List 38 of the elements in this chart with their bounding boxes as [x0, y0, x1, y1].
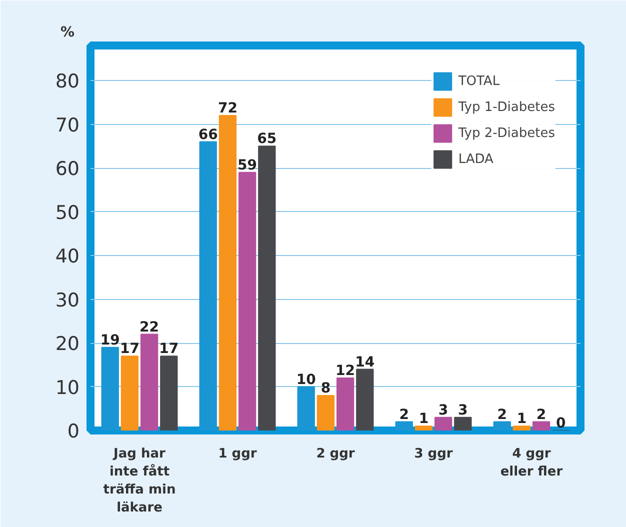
y-axis-title: % [60, 24, 75, 40]
data-label: 8 [320, 380, 331, 396]
y-tick-label: 40 [55, 246, 80, 268]
data-label: 2 [536, 406, 546, 423]
data-label: 2 [497, 406, 507, 423]
legend-label: Typ 1-Diabetes [458, 100, 555, 114]
data-label: 3 [438, 402, 448, 418]
y-tick-label: 80 [55, 70, 80, 92]
data-label: 12 [336, 363, 356, 379]
y-tick-label: 20 [55, 333, 80, 355]
y-tick-label: 0 [67, 420, 80, 442]
data-label: 1 [418, 411, 429, 428]
data-label: 72 [218, 100, 238, 116]
data-label: 3 [458, 402, 468, 418]
y-tick-label: 50 [55, 202, 80, 224]
data-label: 19 [100, 332, 120, 348]
x-tick-label: Jag har inte fått träffa min läkare [103, 446, 176, 516]
y-tick-label: 10 [55, 376, 80, 399]
legend-label: LADA [458, 152, 494, 166]
x-tick-label: 4 ggr eller fler [500, 446, 564, 480]
y-tick-label: 70 [55, 114, 80, 136]
legend-label: TOTAL [458, 74, 500, 88]
x-tick-label: 3 ggr [414, 446, 454, 462]
data-label: 65 [257, 131, 277, 148]
data-label: 14 [355, 354, 375, 370]
data-label: 17 [120, 341, 140, 358]
data-label: 59 [238, 157, 258, 174]
data-label: 22 [140, 319, 160, 336]
y-tick-label: 30 [55, 289, 80, 312]
data-label: 10 [296, 372, 316, 388]
data-label: 2 [399, 406, 409, 423]
legend-label: Typ 2-Diabetes [458, 126, 555, 140]
x-tick-label: 1 ggr [218, 446, 258, 462]
data-label: 1 [516, 411, 527, 428]
x-tick-label: 2 ggr [316, 446, 356, 462]
data-label: 17 [159, 341, 179, 358]
data-label: 66 [198, 126, 218, 143]
y-tick-label: 60 [55, 158, 80, 180]
